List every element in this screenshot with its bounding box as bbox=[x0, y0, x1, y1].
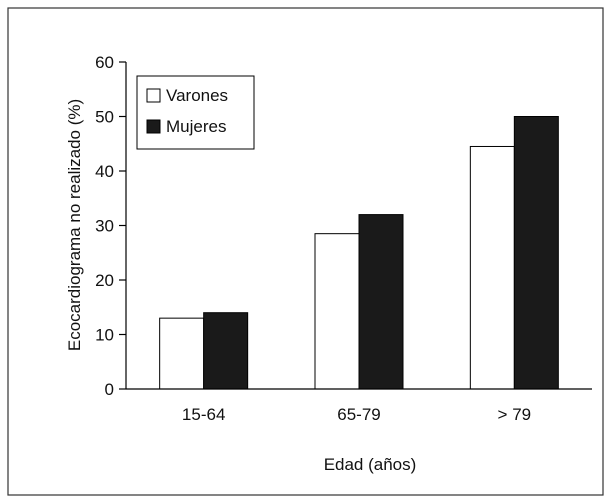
bar-mujeres bbox=[358, 214, 404, 390]
bar-varones bbox=[469, 145, 515, 390]
x-axis: 15-64 65-79 > 79 bbox=[126, 388, 592, 424]
plot-area: 0 10 20 30 40 50 60 15-64 65-79 > 79 bbox=[95, 53, 592, 424]
x-axis-title: Edad (años) bbox=[324, 455, 417, 474]
y-tick-label: 10 bbox=[95, 326, 114, 345]
legend-label-mujeres: Mujeres bbox=[166, 117, 226, 136]
y-tick-label: 0 bbox=[105, 380, 114, 399]
bars-layer bbox=[159, 116, 559, 390]
legend-swatch-mujeres bbox=[146, 119, 161, 134]
legend-box bbox=[136, 75, 255, 150]
legend: Varones Mujeres bbox=[136, 75, 255, 150]
bar-varones bbox=[314, 233, 360, 390]
y-tick-label: 30 bbox=[95, 217, 114, 236]
x-tick-label: 15-64 bbox=[182, 405, 225, 424]
x-tick-label: > 79 bbox=[498, 405, 532, 424]
bar-mujeres bbox=[203, 312, 249, 390]
bar-varones bbox=[159, 317, 205, 390]
y-tick-label: 50 bbox=[95, 108, 114, 127]
y-axis: 0 10 20 30 40 50 60 bbox=[95, 53, 127, 399]
legend-label-varones: Varones bbox=[166, 86, 228, 105]
y-axis-title: Ecocardiograma no realizado (%) bbox=[65, 99, 84, 351]
y-tick-label: 40 bbox=[95, 162, 114, 181]
bar-mujeres bbox=[513, 116, 559, 390]
legend-swatch-varones bbox=[146, 88, 161, 103]
x-tick-label: 65-79 bbox=[337, 405, 380, 424]
y-tick-label: 20 bbox=[95, 271, 114, 290]
y-tick-label: 60 bbox=[95, 53, 114, 72]
